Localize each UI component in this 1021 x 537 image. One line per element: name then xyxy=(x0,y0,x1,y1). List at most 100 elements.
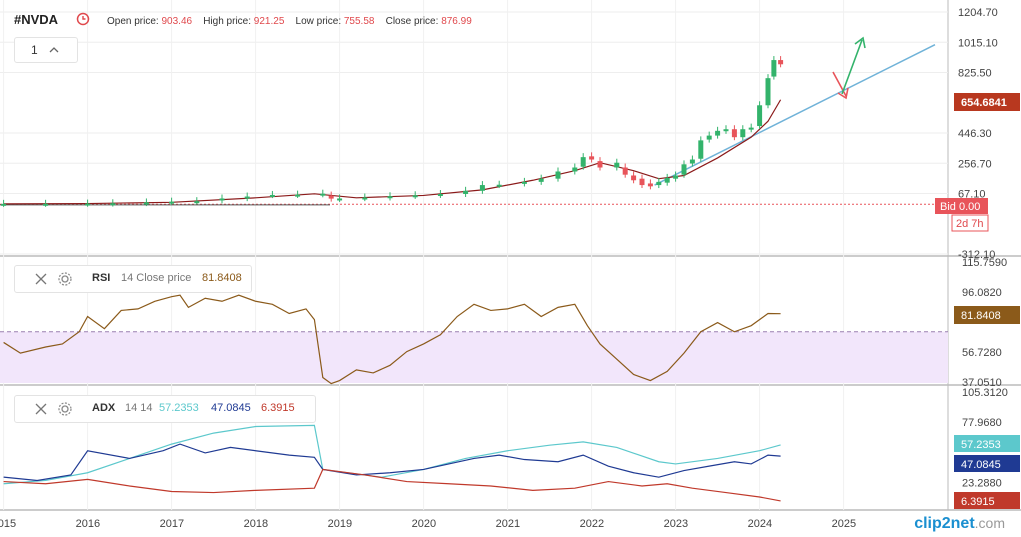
candle-body xyxy=(740,129,746,138)
time-tick-label: 2015 xyxy=(0,518,16,530)
close-label: Close price: xyxy=(385,16,439,27)
moving-average-line xyxy=(3,99,782,205)
candle-body xyxy=(169,201,175,204)
candle-body xyxy=(194,201,200,204)
candle-body xyxy=(244,196,250,199)
time-tick-label: 2016 xyxy=(76,518,100,530)
adx-tick-label: 105.3120 xyxy=(962,387,1008,399)
rsi-params: 14 Close price xyxy=(121,272,192,284)
watermark-main: clip2net xyxy=(914,515,975,532)
adx-badge-text: 57.2353 xyxy=(961,439,1001,451)
gear-icon[interactable] xyxy=(58,402,72,416)
candle-body xyxy=(614,162,620,168)
candle-body xyxy=(580,157,586,167)
open-value: 903.46 xyxy=(161,16,193,27)
symbol-title: #NVDA xyxy=(14,12,59,27)
candle-body xyxy=(639,178,645,186)
bid-badge-text: Bid 0.00 xyxy=(940,201,980,213)
candle-body xyxy=(706,135,712,140)
low-label: Low price: xyxy=(295,16,342,27)
adx-badge xyxy=(954,455,1020,472)
candle-body xyxy=(437,193,443,196)
low-value: 755.58 xyxy=(343,16,375,27)
candle-body xyxy=(771,60,777,77)
candle-body xyxy=(479,185,485,191)
adx-tick-label: 77.9680 xyxy=(962,417,1002,429)
price-tick-label: 67.10 xyxy=(958,189,986,201)
adx-params: 14 14 xyxy=(125,402,153,414)
candle-body xyxy=(295,194,301,197)
candle-body xyxy=(757,105,763,127)
price-tick-label: -312.10 xyxy=(958,249,995,261)
close-icon[interactable] xyxy=(35,403,47,415)
rsi-tick-label: 96.0820 xyxy=(962,287,1002,299)
candle-body xyxy=(681,164,687,175)
timer-badge-text: 2d 7h xyxy=(956,218,984,230)
ohlc-readout: Open price: 903.46 High price: 921.25 Lo… xyxy=(107,16,472,27)
time-tick-label: 2022 xyxy=(580,518,604,530)
candle-body xyxy=(572,167,578,172)
candle-body xyxy=(85,203,91,206)
minus-di-line xyxy=(3,468,781,502)
candle-body xyxy=(43,203,49,206)
candle-body xyxy=(715,130,721,136)
time-tick-label: 2021 xyxy=(496,518,520,530)
candle-body xyxy=(689,159,695,164)
clock-icon[interactable] xyxy=(76,12,90,26)
open-label: Open price: xyxy=(107,16,159,27)
adx-badge-text: 47.0845 xyxy=(961,459,1001,471)
rsi-name: RSI xyxy=(92,272,111,284)
price-tick-label: 1204.70 xyxy=(958,7,998,19)
candle-body xyxy=(521,181,527,184)
adx-legend: ADX 14 14 57.2353 47.0845 6.3915 xyxy=(14,395,316,423)
candle-body xyxy=(269,194,275,197)
candle-body xyxy=(412,195,418,198)
ma-price-badge xyxy=(954,93,1020,111)
trend-line xyxy=(654,43,936,186)
rsi-value: 81.8408 xyxy=(202,272,242,284)
bid-badge xyxy=(935,198,988,214)
adx-tick-label: 23.2880 xyxy=(962,477,1002,489)
time-tick-label: 2025 xyxy=(832,518,856,530)
candle-body xyxy=(143,202,149,205)
minus-di-value: 6.3915 xyxy=(261,402,295,414)
time-tick-label: 2023 xyxy=(664,518,688,530)
plus-di-value: 47.0845 xyxy=(211,402,251,414)
price-tick-label: 1015.10 xyxy=(958,37,998,49)
candle-body xyxy=(673,175,679,179)
rsi-tick-label: 37.0510 xyxy=(962,377,1002,389)
timeframe-value: 1 xyxy=(31,43,38,57)
time-tick-label: 2019 xyxy=(328,518,352,530)
adx-badge xyxy=(954,492,1020,509)
chevron-up-icon xyxy=(49,47,59,53)
watermark-suffix: .com xyxy=(974,515,1005,531)
candle-body xyxy=(778,60,784,65)
candle-body xyxy=(656,181,662,186)
candle-body xyxy=(647,183,653,187)
candle-body xyxy=(731,129,737,138)
rsi-badge xyxy=(954,306,1020,324)
candle-body xyxy=(589,156,595,160)
price-tick-label: 256.70 xyxy=(958,158,992,170)
rsi-line xyxy=(3,294,781,385)
arrow-up-annotation xyxy=(841,36,866,95)
gear-icon[interactable] xyxy=(58,272,72,286)
candle-body xyxy=(698,140,704,159)
candle-body xyxy=(597,161,603,168)
candle-body xyxy=(622,167,628,175)
adx-value: 57.2353 xyxy=(159,402,199,414)
close-icon[interactable] xyxy=(35,273,47,285)
rsi-tick-label: 56.7280 xyxy=(962,347,1002,359)
adx-badge-text: 6.3915 xyxy=(961,496,995,508)
ma-price-badge-text: 654.6841 xyxy=(961,97,1007,109)
candle-body xyxy=(765,78,771,106)
watermark: clip2net.com xyxy=(914,515,1005,533)
timeframe-selector[interactable]: 1 xyxy=(14,37,78,63)
price-tick-label: 825.50 xyxy=(958,68,992,80)
time-tick-label: 2017 xyxy=(160,518,184,530)
candle-body xyxy=(496,184,502,187)
candle-body xyxy=(631,175,637,181)
rsi-legend: RSI 14 Close price 81.8408 xyxy=(14,265,252,293)
candle-body xyxy=(555,171,561,179)
